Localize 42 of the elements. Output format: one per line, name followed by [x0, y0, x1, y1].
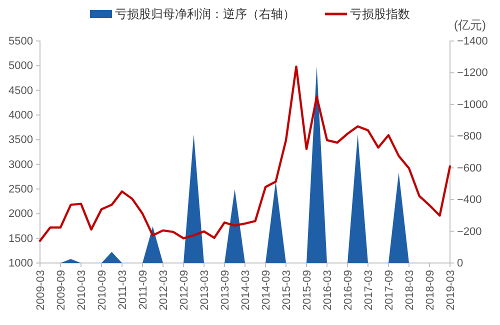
x-tick-label: 2012-09: [178, 270, 190, 310]
x-tick-label: 2014-03: [240, 270, 252, 310]
x-tick-label: 2013-09: [219, 270, 232, 310]
x-tick-label: 2016-03: [322, 270, 334, 310]
y2-tick-label: −1200: [457, 67, 488, 80]
y-tick-label: 2500: [8, 184, 33, 196]
x-tick-label: 2009-03: [34, 270, 47, 310]
legend-label: 亏损股归母净利润：逆序（右轴）: [115, 7, 295, 22]
x-tick-label: 2012-03: [158, 270, 170, 310]
x-tick-label: 2015-09: [301, 270, 314, 310]
x-tick-label: 2019-03: [444, 270, 457, 310]
y-tick-label: 3500: [8, 134, 33, 146]
y2-tick-label: 0: [457, 258, 464, 270]
y2-tick-label: −200: [457, 226, 482, 238]
legend-label: 亏损股指数: [350, 7, 410, 22]
x-tick-label: 2010-03: [76, 270, 88, 310]
y-tick-label: 5000: [8, 60, 33, 72]
y-tick-label: 2000: [8, 208, 33, 220]
x-tick-label: 2010-09: [96, 270, 108, 310]
x-tick-label: 2018-09: [424, 270, 436, 310]
x-tick-label: 2016-09: [342, 270, 354, 310]
y-tick-label: 4000: [8, 110, 33, 122]
y2-tick-label: −800: [457, 130, 482, 143]
y-tick-label: 3000: [8, 158, 33, 171]
x-tick-label: 2013-03: [198, 270, 211, 310]
y2-tick-label: −1400: [457, 36, 488, 48]
y-tick-label: 1000: [8, 258, 33, 270]
y-tick-label: 5500: [8, 36, 33, 48]
x-tick-label: 2017-09: [383, 270, 396, 310]
x-tick-label: 2009-09: [55, 270, 68, 310]
y2-tick-label: −600: [457, 162, 482, 174]
y2-tick-label: −400: [457, 194, 482, 206]
y2-axis-title: (亿元): [454, 18, 486, 32]
y2-tick-label: −1000: [457, 98, 488, 111]
x-tick-label: 2015-03: [280, 270, 293, 310]
x-tick-label: 2011-03: [116, 270, 129, 310]
x-tick-label: 2011-09: [137, 270, 150, 310]
x-tick-label: 2018-03: [404, 270, 416, 310]
y-tick-label: 4500: [8, 84, 33, 97]
x-tick-label: 2014-09: [260, 270, 272, 310]
y-tick-label: 1500: [8, 232, 33, 245]
x-tick-label: 2017-03: [362, 270, 375, 310]
